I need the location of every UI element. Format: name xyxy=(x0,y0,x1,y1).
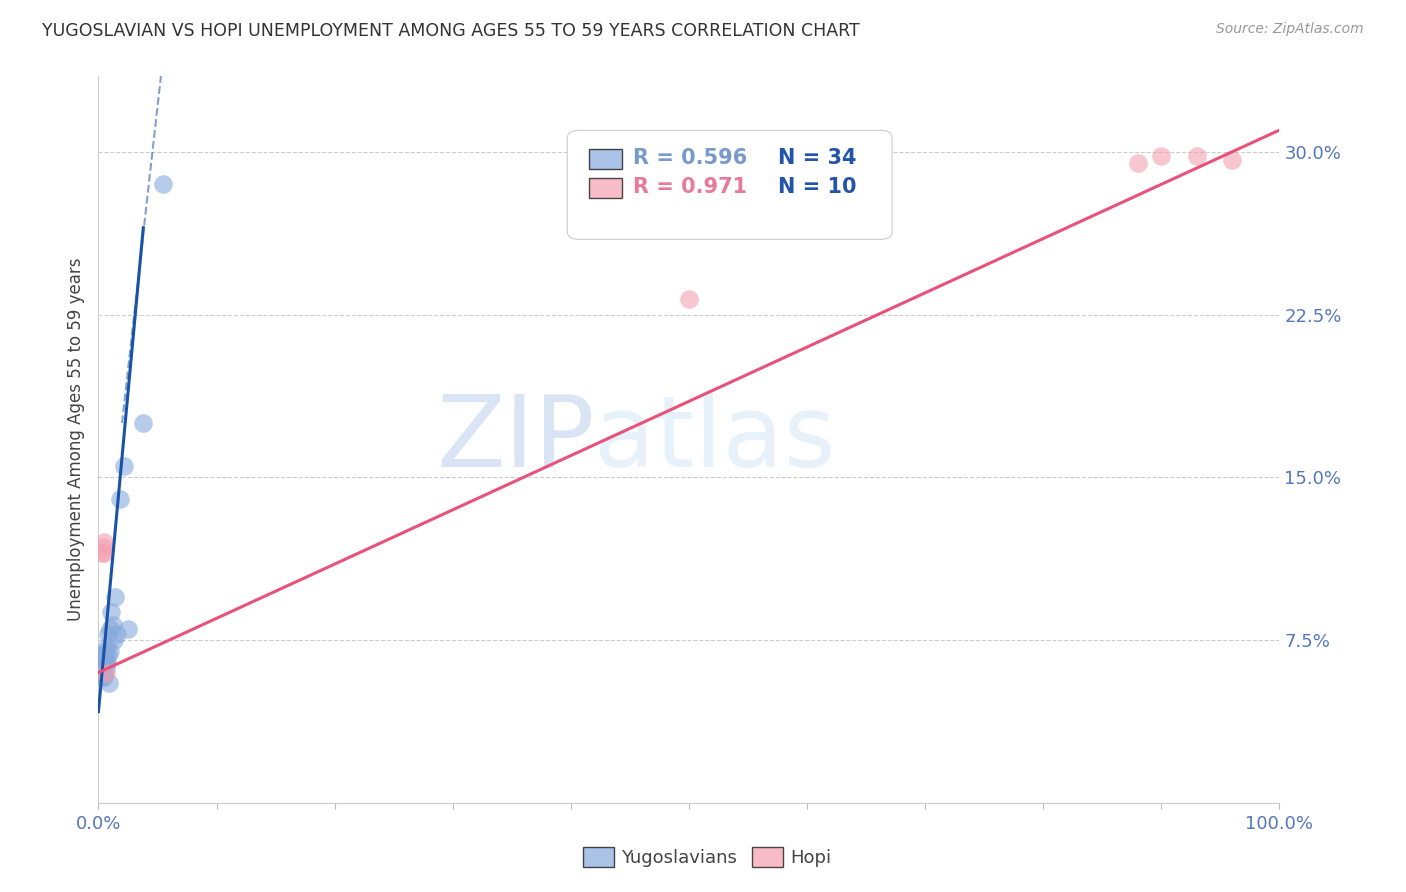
Point xyxy=(96,640,118,654)
Text: Source: ZipAtlas.com: Source: ZipAtlas.com xyxy=(1216,22,1364,37)
Text: R = 0.596: R = 0.596 xyxy=(634,148,748,168)
Point xyxy=(90,659,112,673)
Text: YUGOSLAVIAN VS HOPI UNEMPLOYMENT AMONG AGES 55 TO 59 YEARS CORRELATION CHART: YUGOSLAVIAN VS HOPI UNEMPLOYMENT AMONG A… xyxy=(42,22,860,40)
Point xyxy=(1220,153,1243,168)
Point xyxy=(91,670,114,684)
Text: ZIP: ZIP xyxy=(436,391,595,488)
Point xyxy=(90,665,112,680)
Point xyxy=(97,626,120,640)
Point xyxy=(117,622,139,636)
Point xyxy=(94,665,117,680)
Point xyxy=(1185,149,1208,163)
Point xyxy=(91,665,114,680)
Point xyxy=(108,491,131,506)
Point xyxy=(94,655,117,669)
Point xyxy=(1150,149,1173,163)
Point xyxy=(98,644,121,658)
FancyBboxPatch shape xyxy=(589,148,621,169)
Point xyxy=(97,648,120,663)
Point xyxy=(93,648,115,663)
Point xyxy=(91,661,114,675)
Point xyxy=(96,655,118,669)
Point xyxy=(132,416,155,430)
Point xyxy=(100,605,122,619)
Point xyxy=(94,661,117,675)
Text: R = 0.971: R = 0.971 xyxy=(634,177,748,197)
Point xyxy=(91,661,114,675)
Point xyxy=(98,622,121,636)
Point xyxy=(91,655,114,669)
Text: N = 10: N = 10 xyxy=(778,177,856,197)
Text: N = 34: N = 34 xyxy=(778,148,856,168)
Text: Hopi: Hopi xyxy=(790,849,831,867)
Point xyxy=(93,661,115,675)
Point xyxy=(104,590,127,604)
Point xyxy=(91,546,114,560)
Point xyxy=(101,618,124,632)
Point xyxy=(91,648,114,663)
FancyBboxPatch shape xyxy=(589,178,621,198)
Point xyxy=(103,633,125,648)
Point xyxy=(91,657,114,671)
Point xyxy=(93,535,115,549)
Point xyxy=(93,665,115,680)
Point xyxy=(91,540,114,554)
Y-axis label: Unemployment Among Ages 55 to 59 years: Unemployment Among Ages 55 to 59 years xyxy=(66,258,84,621)
Point xyxy=(93,670,115,684)
Text: Yugoslavians: Yugoslavians xyxy=(621,849,737,867)
Point xyxy=(112,459,135,474)
Point xyxy=(94,644,117,658)
Point xyxy=(93,546,115,560)
FancyBboxPatch shape xyxy=(567,130,891,239)
Point xyxy=(105,626,128,640)
Point xyxy=(678,293,700,307)
Text: atlas: atlas xyxy=(595,391,837,488)
Point xyxy=(152,178,174,192)
Point xyxy=(93,655,115,669)
Point xyxy=(98,676,121,690)
Point xyxy=(1126,155,1149,169)
